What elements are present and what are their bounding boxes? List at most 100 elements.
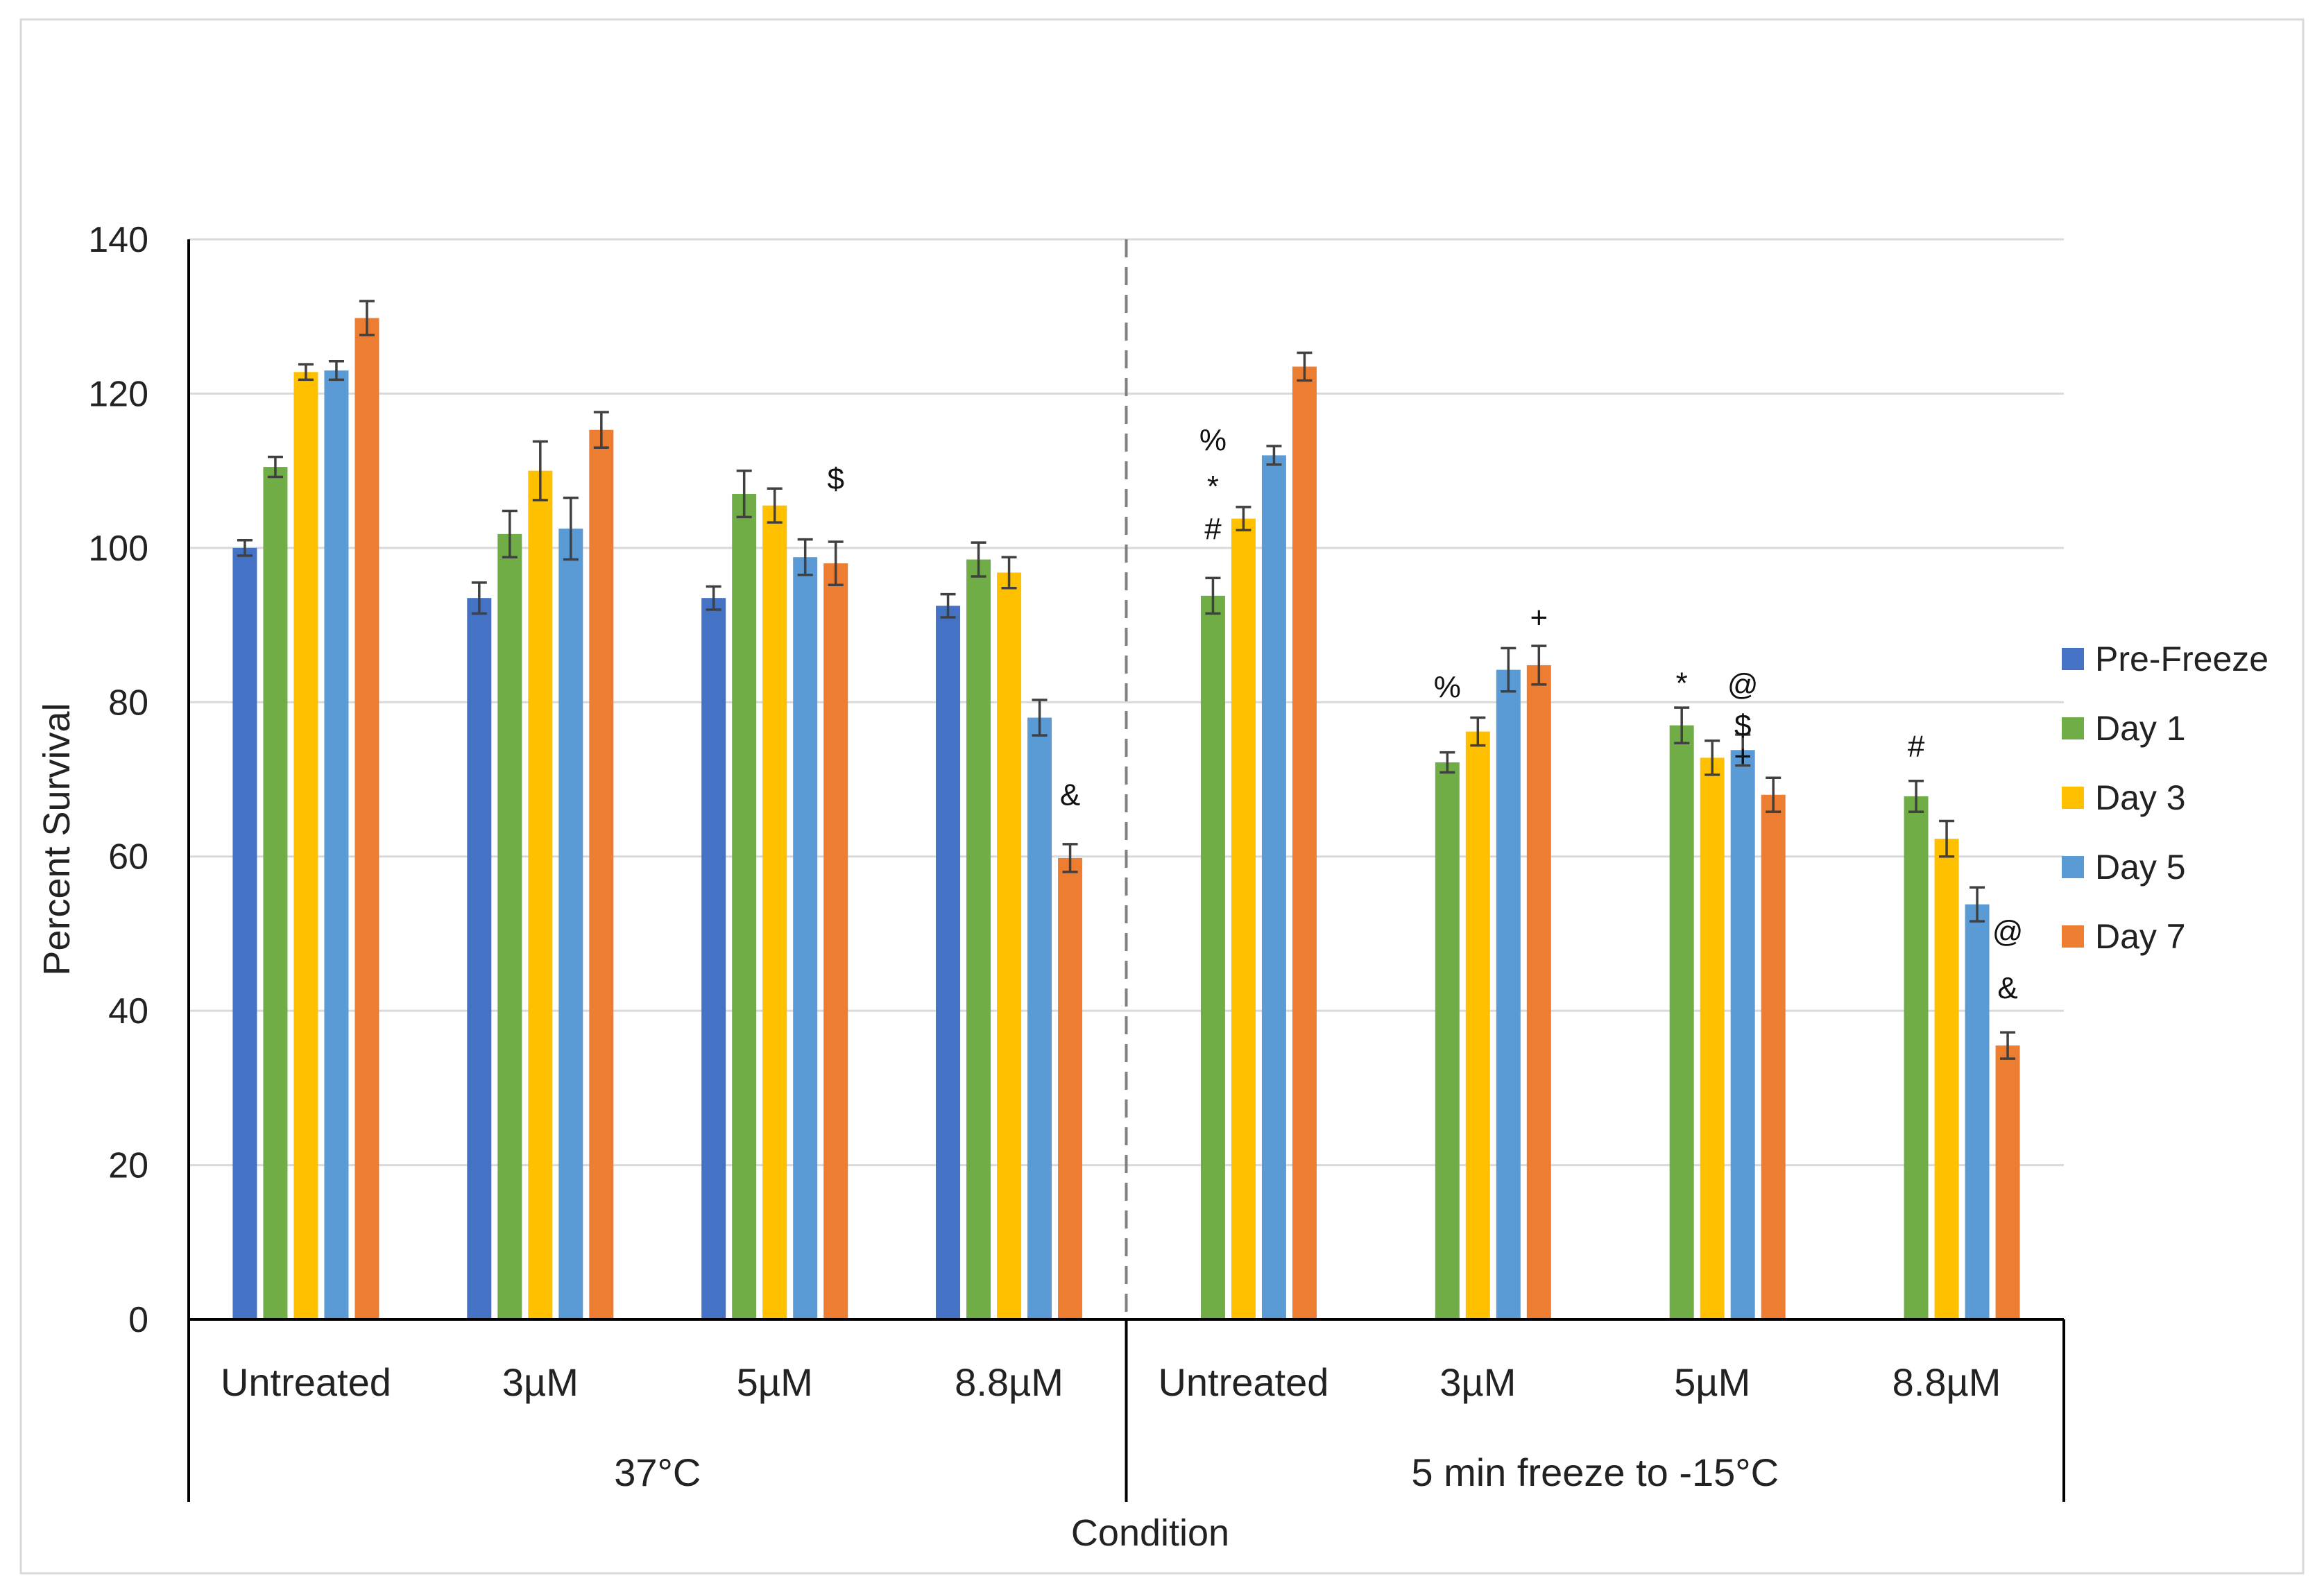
error-bar bbox=[1939, 819, 1955, 858]
significance-marker: & bbox=[1060, 778, 1080, 812]
x-category-label: 8.8µM bbox=[1892, 1360, 2001, 1404]
significance-marker: % bbox=[1434, 670, 1461, 704]
x-category-label: 5µM bbox=[1674, 1360, 1750, 1404]
bar bbox=[1027, 717, 1052, 1319]
error-bar bbox=[1205, 576, 1221, 615]
annotations: $&%*#+% * @$+ #@& bbox=[827, 423, 2023, 1005]
significance-marker: % bbox=[1199, 423, 1227, 457]
legend-swatch bbox=[2062, 717, 2084, 739]
error-bar bbox=[471, 581, 487, 615]
x-category-label: 3µM bbox=[1439, 1360, 1516, 1404]
y-tick-label: 80 bbox=[108, 683, 148, 723]
bar bbox=[1435, 762, 1460, 1319]
legend: Pre-Freeze Day 1 Day 3 Day 5 Day 7 bbox=[2062, 640, 2269, 956]
error-bar bbox=[1970, 886, 1985, 923]
error-bar bbox=[1501, 647, 1516, 693]
error-bar bbox=[1470, 716, 1486, 747]
bar bbox=[823, 563, 848, 1319]
error-bar bbox=[267, 455, 283, 479]
bar bbox=[324, 370, 349, 1320]
significance-marker: @ bbox=[1992, 915, 2024, 949]
legend-label: Day 3 bbox=[2095, 778, 2186, 817]
error-bar bbox=[1704, 739, 1720, 776]
bar bbox=[589, 429, 614, 1320]
significance-marker: $ bbox=[1734, 709, 1751, 743]
legend-swatch bbox=[2062, 787, 2084, 809]
bar bbox=[558, 529, 583, 1319]
legend-swatch bbox=[2062, 856, 2084, 878]
bar bbox=[1965, 904, 1990, 1319]
bar bbox=[966, 559, 991, 1319]
bar bbox=[1231, 518, 1256, 1319]
bar bbox=[1496, 669, 1521, 1319]
error-bar bbox=[1735, 733, 1751, 767]
error-bar bbox=[1236, 506, 1251, 532]
legend-item: Day 1 bbox=[2062, 709, 2186, 748]
bar bbox=[232, 547, 257, 1319]
error-bar bbox=[2000, 1031, 2016, 1060]
bar bbox=[1058, 857, 1083, 1319]
error-bar bbox=[1297, 351, 1313, 382]
y-axis-title: Percent Survival bbox=[36, 703, 78, 975]
bar bbox=[528, 470, 553, 1320]
x-category-label: 8.8µM bbox=[955, 1360, 1063, 1404]
y-tick-label: 0 bbox=[128, 1300, 148, 1340]
bar bbox=[997, 572, 1022, 1319]
error-bar bbox=[1001, 556, 1017, 590]
error-bar bbox=[532, 440, 548, 502]
x-category-label: Untreated bbox=[221, 1360, 391, 1404]
chart-border bbox=[19, 18, 2305, 1575]
error-bar bbox=[1062, 843, 1078, 873]
legend-swatch bbox=[2062, 648, 2084, 670]
y-tick-label: 60 bbox=[108, 837, 148, 878]
bar bbox=[1730, 750, 1755, 1319]
bar bbox=[467, 598, 492, 1319]
bar bbox=[1934, 839, 1959, 1319]
x-group-label: 5 min freeze to -15°C bbox=[1411, 1450, 1779, 1494]
x-group-label: 37°C bbox=[614, 1450, 701, 1494]
bar bbox=[263, 467, 288, 1319]
significance-marker: * bbox=[1207, 470, 1219, 504]
bar bbox=[762, 505, 787, 1320]
bar bbox=[497, 533, 522, 1319]
axes: 0 20 40 60 80 100 120 140 Untreated 3µM 5µM 8.8µM Un… bbox=[88, 220, 2065, 1502]
significance-marker: & bbox=[1997, 971, 2017, 1005]
legend-swatch bbox=[2062, 925, 2084, 948]
bars bbox=[232, 300, 2020, 1320]
error-bar bbox=[593, 411, 609, 450]
error-bar bbox=[797, 538, 813, 576]
x-category-label: 3µM bbox=[502, 1360, 579, 1404]
bar bbox=[1465, 731, 1490, 1319]
legend-item: Day 7 bbox=[2062, 917, 2186, 956]
significance-marker: + bbox=[1530, 601, 1548, 635]
error-bar bbox=[1908, 779, 1924, 813]
legend-item: Day 3 bbox=[2062, 778, 2186, 817]
bar bbox=[701, 598, 726, 1319]
x-category-label: 5µM bbox=[737, 1360, 813, 1404]
significance-marker: @ bbox=[1727, 668, 1759, 702]
bar bbox=[1995, 1045, 2020, 1319]
y-tick-label: 120 bbox=[88, 374, 148, 414]
bar bbox=[936, 606, 961, 1320]
bar bbox=[293, 372, 318, 1319]
error-bar bbox=[1266, 445, 1282, 466]
error-bar bbox=[971, 541, 986, 578]
legend-label: Day 5 bbox=[2095, 848, 2186, 887]
bar bbox=[1292, 366, 1317, 1319]
error-bar bbox=[1766, 776, 1782, 813]
error-bar bbox=[706, 585, 721, 611]
error-bar bbox=[563, 496, 579, 561]
bar bbox=[1261, 455, 1286, 1319]
bar bbox=[1526, 665, 1551, 1319]
significance-marker: * bbox=[1676, 666, 1688, 700]
legend-label: Pre-Freeze bbox=[2095, 640, 2269, 678]
significance-marker: # bbox=[1908, 730, 1925, 764]
error-bar bbox=[1439, 751, 1455, 774]
bar bbox=[1904, 796, 1929, 1319]
bar bbox=[354, 318, 379, 1319]
legend-label: Day 7 bbox=[2095, 917, 2186, 956]
legend-label: Day 1 bbox=[2095, 709, 2186, 748]
x-category-label: Untreated bbox=[1158, 1360, 1328, 1404]
bar bbox=[1700, 758, 1725, 1319]
